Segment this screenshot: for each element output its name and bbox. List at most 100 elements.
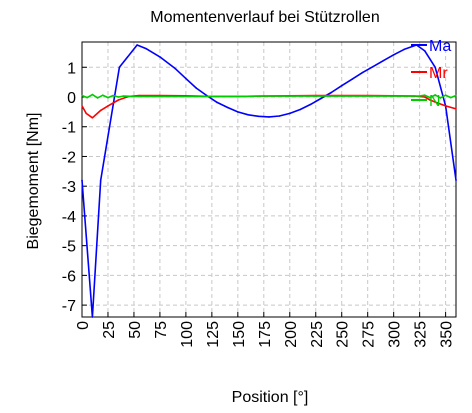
x-tick-label: 100	[179, 321, 196, 348]
chart-legend: Ma Mr N	[411, 38, 451, 110]
x-tick-label: 75	[153, 321, 170, 339]
data-point-ma	[382, 59, 385, 62]
data-point-ma	[351, 78, 353, 80]
data-point-mr	[107, 105, 109, 107]
x-tick-label: 125	[205, 321, 222, 348]
y-tick-label: -3	[62, 179, 76, 196]
data-point-ma	[237, 111, 239, 113]
chart-grid	[82, 42, 456, 317]
data-point-ma	[372, 65, 374, 68]
x-tick-label: 200	[283, 321, 300, 348]
data-point-ma	[434, 66, 437, 69]
data-point-n	[237, 95, 239, 98]
data-point-ma	[118, 66, 121, 69]
data-point-ma	[216, 101, 218, 104]
legend-label-ma: Ma	[429, 38, 451, 55]
x-tick-label: 175	[257, 321, 274, 348]
data-point-n	[455, 94, 457, 97]
y-axis-label: Biegemoment [Nm]	[25, 113, 42, 250]
data-point-mr	[117, 99, 120, 101]
data-point-ma	[289, 112, 291, 115]
x-tick-label: 300	[387, 321, 404, 348]
series-line-mr	[81, 94, 457, 119]
x-tick-label: 275	[361, 321, 378, 348]
y-tick-label: -7	[62, 298, 76, 315]
data-point-ma	[81, 179, 83, 181]
x-tick-label: 225	[309, 321, 326, 348]
y-tick-label: 1	[67, 60, 76, 77]
data-point-n	[429, 96, 431, 99]
legend-label-mr: Mr	[429, 65, 448, 82]
data-point-n	[122, 95, 125, 97]
data-point-n	[91, 93, 94, 96]
data-point-n	[424, 94, 426, 96]
data-point-n	[263, 95, 265, 97]
data-point-ma	[455, 179, 457, 181]
data-point-n	[340, 95, 343, 97]
x-tick-label: 325	[413, 321, 430, 348]
x-axis-label: Position [°]	[232, 389, 309, 406]
data-point-ma	[278, 115, 281, 117]
data-point-ma	[257, 115, 260, 118]
data-point-ma	[309, 103, 312, 106]
data-point-ma	[136, 44, 138, 46]
data-point-n	[211, 95, 213, 98]
data-point-mr	[91, 117, 94, 119]
chart-series	[81, 44, 457, 318]
data-point-ma	[424, 50, 426, 52]
data-point-n	[392, 95, 395, 97]
data-point-ma	[99, 179, 102, 181]
x-tick-label: 250	[335, 321, 352, 348]
data-point-n	[117, 96, 120, 98]
data-point-n	[450, 96, 452, 99]
y-tick-label: -6	[62, 268, 76, 285]
data-point-mr	[444, 105, 447, 107]
legend-label-n: N	[429, 93, 441, 110]
data-point-ma	[299, 108, 302, 111]
data-point-mr	[436, 102, 439, 104]
data-point-n	[81, 94, 83, 97]
data-point-n	[444, 94, 447, 96]
x-tick-label: 150	[231, 321, 248, 348]
data-point-ma	[361, 71, 364, 74]
data-point-ma	[226, 106, 229, 109]
data-point-ma	[403, 48, 405, 51]
data-point-n	[434, 94, 437, 96]
data-point-n	[289, 95, 291, 97]
data-point-n	[112, 94, 114, 97]
data-point-ma	[159, 56, 161, 58]
data-point-mr	[85, 112, 87, 115]
data-point-n	[86, 96, 88, 99]
data-point-mr	[455, 108, 457, 110]
data-point-ma	[392, 54, 395, 56]
data-point-n	[418, 95, 421, 97]
data-point-mr	[429, 99, 431, 101]
data-point-mr	[99, 109, 102, 112]
y-tick-label: -4	[62, 209, 76, 226]
data-point-ma	[330, 91, 333, 94]
data-point-ma	[174, 68, 177, 70]
axis-ticks: 0 25 50 75 100 125 150 175 200 225 250 275 300 325 350…	[62, 60, 456, 347]
data-point-ma	[268, 116, 270, 118]
data-point-mr	[424, 96, 426, 98]
data-point-ma	[145, 48, 148, 50]
data-point-ma	[91, 316, 94, 318]
y-tick-label: -2	[62, 149, 76, 166]
y-tick-label: -1	[62, 120, 76, 137]
data-point-n	[133, 95, 135, 98]
data-point-n	[185, 95, 187, 98]
x-tick-label: 0	[75, 321, 92, 330]
x-tick-label: 50	[127, 321, 144, 339]
data-point-mr	[81, 105, 83, 107]
data-point-n	[159, 95, 161, 98]
data-point-n	[366, 95, 369, 97]
data-point-ma	[340, 84, 343, 87]
data-point-ma	[195, 87, 198, 89]
data-point-ma	[320, 97, 322, 100]
data-point-n	[439, 97, 442, 99]
data-point-ma	[185, 77, 187, 80]
data-point-n	[96, 97, 99, 99]
data-point-n	[102, 94, 104, 96]
data-point-ma	[247, 114, 249, 116]
